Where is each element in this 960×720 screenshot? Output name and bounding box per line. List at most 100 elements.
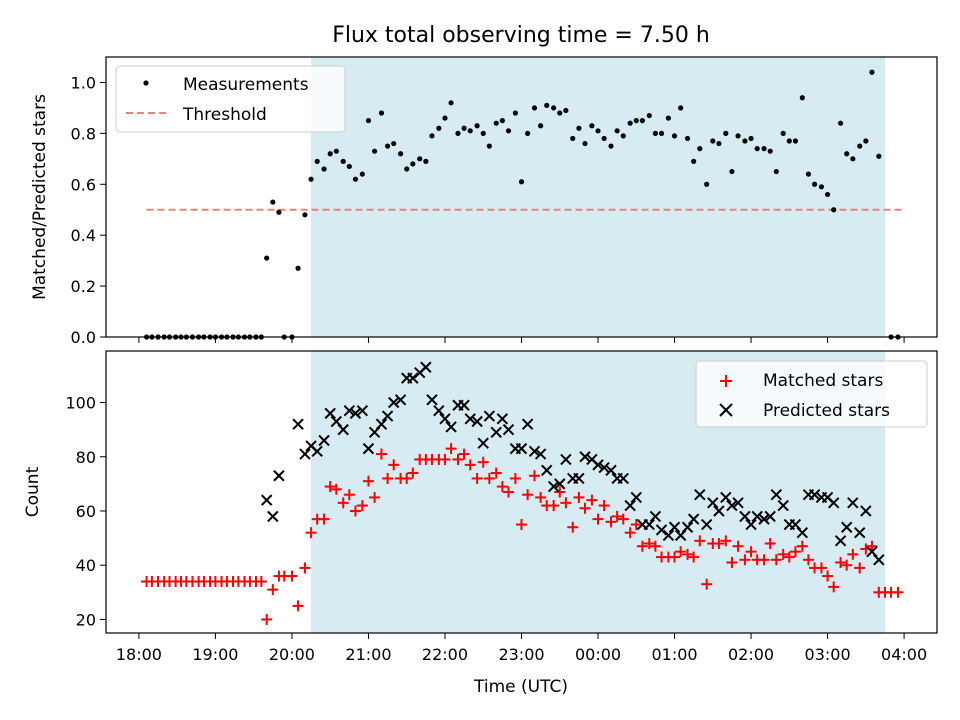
matched-star-point: [636, 540, 648, 552]
measurement-point: [729, 168, 735, 175]
matched-star-point: [464, 459, 476, 471]
matched-star-point: [675, 546, 687, 558]
measurement-point: [436, 125, 442, 131]
predicted-star-point: [764, 510, 776, 523]
x-tick-label: 19:00: [192, 645, 238, 664]
predicted-star-point: [649, 510, 662, 523]
measurement-point: [754, 146, 760, 152]
matched-star-point: [892, 586, 904, 598]
measurement-point: [314, 158, 320, 164]
predicted-star-point: [841, 521, 853, 533]
measurement-point: [748, 135, 754, 142]
matched-star-point: [458, 448, 470, 460]
measurement-point: [499, 118, 505, 124]
matched-star-point: [783, 551, 795, 563]
bottom-y-axis-label: Count: [23, 466, 43, 517]
measurement-point: [761, 146, 767, 152]
measurement-point: [505, 128, 512, 134]
matched-star-point: [255, 575, 267, 587]
measurement-point: [818, 184, 825, 190]
predicted-star-point: [362, 442, 375, 455]
matched-star-point: [439, 453, 451, 465]
predicted-star-point: [854, 526, 866, 539]
measurement-point: [857, 143, 863, 149]
predicted-star-point: [439, 413, 451, 425]
y-tick-label: 0.8: [71, 124, 96, 143]
matched-star-point: [356, 500, 368, 512]
predicted-star-point: [687, 513, 700, 525]
matched-star-point: [369, 491, 381, 503]
matched-star-point: [789, 546, 801, 558]
top-y-ticks: 0.0 0.2 0.4 0.6 0.8 1.0: [71, 73, 106, 347]
y-tick-label: 60: [76, 502, 96, 521]
measurement-point: [359, 171, 365, 177]
predicted-star-point: [668, 521, 681, 533]
measurement-point: [270, 199, 276, 205]
measurement-point: [824, 191, 831, 198]
predicted-star-point: [643, 518, 655, 531]
bottom-y-ticks: 20 40 60 80 100: [65, 394, 106, 629]
matched-star-point: [688, 551, 700, 563]
measurement-point: [608, 143, 614, 149]
measurement-point: [614, 128, 620, 134]
top-legend-box: [115, 65, 346, 133]
measurement-point: [378, 110, 385, 116]
matched-star-point: [477, 456, 489, 468]
predicted-star-point: [349, 407, 362, 420]
matched-star-point: [375, 448, 387, 460]
predicted-star-point: [433, 404, 445, 417]
predicted-star-point: [554, 478, 566, 490]
predicted-star-point: [655, 524, 668, 536]
measurement-point: [811, 181, 818, 187]
measurement-point: [365, 118, 372, 124]
x-tick-label: 01:00: [651, 645, 697, 664]
measurement-point: [417, 156, 423, 162]
matched-star-point: [745, 546, 757, 558]
measurement-point: [633, 118, 639, 124]
measurement-point: [792, 138, 799, 144]
predicted-star-point: [758, 513, 770, 525]
top-x-ticks: [138, 337, 905, 343]
predicted-star-point: [681, 521, 694, 533]
measurement-point: [518, 179, 525, 185]
matched-star-point: [445, 443, 457, 455]
measurement-point: [448, 100, 454, 106]
measurement-point: [850, 156, 856, 162]
measurement-point: [831, 207, 837, 213]
measurement-point: [799, 95, 805, 101]
predicted-star-point: [713, 505, 725, 517]
measurement-point: [480, 130, 486, 136]
bottom-marks: [141, 361, 904, 625]
matched-star-point: [720, 535, 732, 547]
measurement-point: [780, 130, 786, 136]
measurement-point: [474, 123, 480, 129]
matched-star-point: [713, 538, 725, 550]
matched-star-point: [382, 472, 394, 484]
predicted-star-point: [375, 418, 388, 430]
matched-star-point: [694, 535, 706, 547]
matched-star-point: [854, 562, 866, 574]
x-tick-label: 04:00: [881, 645, 927, 664]
measurement-point: [570, 135, 576, 142]
measurement-point: [295, 265, 301, 271]
bottom-legend-box: [695, 360, 928, 428]
measurement-point: [710, 138, 716, 144]
predicted-star-point: [477, 437, 489, 449]
matched-star-point: [579, 502, 591, 514]
predicted-star-point: [547, 480, 560, 493]
measurement-point: [340, 158, 346, 164]
predicted-star-point: [521, 418, 534, 430]
matched-star-point: [815, 562, 827, 574]
matched-star-point: [573, 491, 585, 503]
measurement-point: [671, 133, 678, 139]
matched-star-point: [847, 548, 859, 560]
matched-star-point: [560, 497, 572, 509]
predicted-star-point: [267, 510, 279, 523]
predicted-star-point: [770, 489, 783, 501]
matched-star-point: [777, 548, 789, 560]
measurement-point: [601, 135, 607, 142]
legend-matched-marker: [720, 375, 732, 387]
predicted-star-point: [515, 442, 528, 455]
measurement-point: [493, 120, 499, 126]
predicted-star-point: [720, 491, 732, 504]
